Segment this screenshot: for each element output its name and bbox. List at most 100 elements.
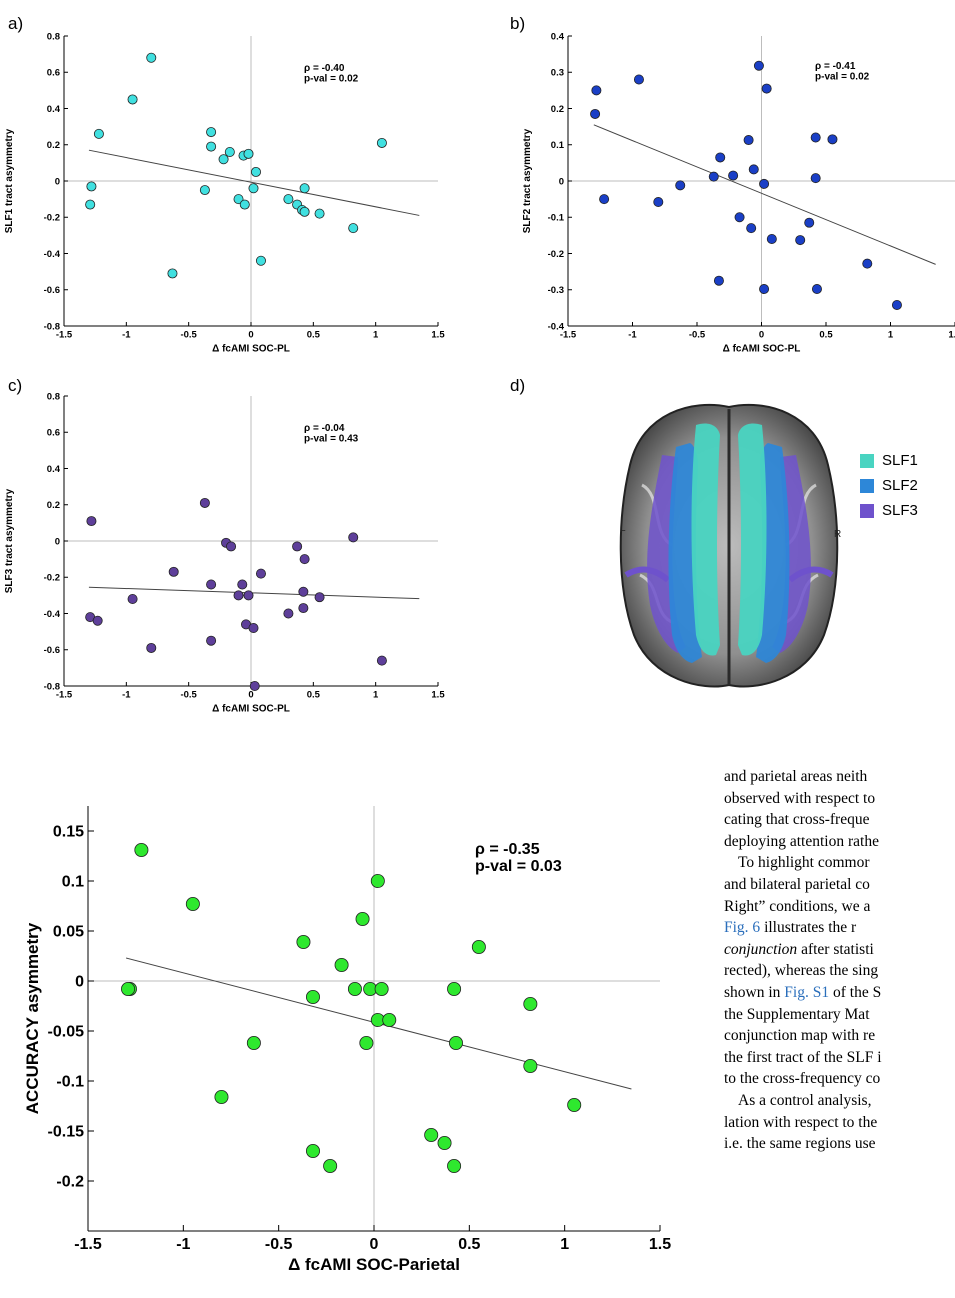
y-tick-label: -0.6 [44,645,60,656]
data-point [743,135,754,146]
y-tick-label: 0.8 [47,391,60,402]
data-point [734,212,745,223]
data-point [374,981,389,996]
data-point [633,74,644,85]
data-point [708,171,719,182]
text-segment: and bilateral parietal co [724,875,870,893]
y-tick-label: 0.2 [47,500,60,511]
y-tick-label: -0.4 [44,249,61,260]
data-point [121,981,136,996]
text-segment: cating that cross-freque [724,811,870,829]
scatter-plot-slf2: -1.5 -1 -0.5 0 0.5 1 1.5 -0.4 -0.3 -0.2 -0.1 0 0.1 0.… [522,31,955,355]
data-point [795,235,806,246]
data-point [713,275,724,286]
body-text-line: To highlight commor [724,852,955,874]
y-tick-label: 0.3 [551,68,564,79]
x-tick-label: 1 [888,330,894,341]
data-point [296,934,311,949]
body-text-line: deploying attention rathe [724,831,955,853]
rho-annotation: ρ = -0.35 [475,841,540,858]
body-text-line: to the cross-frequency co [724,1068,955,1090]
regression-line [88,149,420,216]
body-text-line: As a control analysis, [724,1090,955,1112]
scatter-plot-slf1: -1.5 -1 -0.5 0 0.5 1 1.5 -0.8 -0.6 -0.4 -0.2 0 0.2 0.… [4,31,445,354]
data-point [93,128,104,139]
data-point [347,981,362,996]
data-point [134,843,149,858]
y-tick-label: -0.3 [548,285,564,296]
legend-swatch-slf3 [860,503,874,518]
y-tick-label: 0.15 [53,824,84,841]
y-tick-label: 0.4 [551,31,565,42]
text-segment: To highlight commor [738,854,870,872]
scatter-plot-slf3: -1.5 -1 -0.5 0 0.5 1 1.5 -0.8 -0.6 -0.4 -0.2 0 0.2 0.… [4,391,445,714]
data-point [246,1035,261,1050]
body-text-line: i.e. the same regions use [724,1133,955,1155]
y-tick-label: 0.2 [47,140,60,151]
x-tick-label: 0.5 [307,330,321,341]
pvalue-annotation: p-val = 0.02 [815,72,870,83]
data-point [753,60,764,71]
data-point [146,52,157,63]
data-point [810,173,821,184]
text-segment: As a control analysis, [738,1091,872,1109]
data-point [243,590,254,601]
data-point [206,579,217,590]
x-tick-label: 1.5 [431,330,445,341]
data-point [168,566,179,577]
data-point [862,258,873,269]
data-point [233,590,244,601]
data-point [248,622,259,633]
body-text-line: the first tract of the SLF i [724,1047,955,1069]
data-point [249,680,260,691]
y-tick-label: 0.1 [62,874,84,891]
text-segment: observed with respect to [724,789,876,807]
data-point [299,554,310,565]
y-tick-label: -0.2 [56,1174,84,1191]
data-point [591,85,602,96]
legend-item-slf2: SLF2 [860,473,918,498]
data-point [471,939,486,954]
text-segment: of the S [829,983,882,1001]
x-tick-label: -0.5 [180,330,197,341]
data-point [233,194,244,205]
y-tick-label: 0.2 [551,104,564,115]
x-tick-label: -0.5 [265,1236,293,1253]
figure-reference-link[interactable]: Fig. S1 [784,983,830,1001]
data-point [248,183,259,194]
text-segment: conjunction [724,940,798,958]
y-tick-label: 0 [55,536,60,547]
data-point [199,497,210,508]
body-text-line: conjunction after statisti [724,939,955,961]
y-tick-label: -0.2 [44,213,60,224]
data-point [292,541,303,552]
y-tick-label: -0.8 [44,321,60,332]
y-tick-label: -0.05 [48,1024,85,1041]
rho-annotation: ρ = -0.04 [304,423,345,434]
pvalue-annotation: p-val = 0.02 [304,74,359,85]
text-segment: after statisti [797,940,874,958]
data-point [348,223,359,234]
body-text-line: and parietal areas neith [724,766,955,788]
data-point [567,1097,582,1112]
y-tick-label: -0.2 [548,249,564,260]
data-point [298,603,309,614]
body-text-line: Right” conditions, we a [724,896,955,918]
x-tick-label: 0 [248,690,253,701]
x-tick-label: -0.5 [180,690,197,701]
data-point [185,897,200,912]
panel-letter-b: b) [510,14,526,33]
data-point [766,233,777,244]
y-axis-label: ACCURACY asymmetry [23,922,42,1114]
y-tick-label: 0.4 [47,104,61,115]
x-tick-label: 0.5 [307,690,321,701]
x-tick-label: 0 [759,330,764,341]
legend-label-slf2: SLF2 [882,477,918,494]
figure-reference-link[interactable]: Fig. 6 [724,919,761,937]
data-point [85,199,96,210]
y-tick-label: 0.05 [53,924,84,941]
text-segment: and parietal areas neith [724,768,868,785]
text-segment: illustrates the r [760,919,857,937]
data-point [447,1158,462,1173]
rho-annotation: ρ = -0.41 [815,61,856,72]
